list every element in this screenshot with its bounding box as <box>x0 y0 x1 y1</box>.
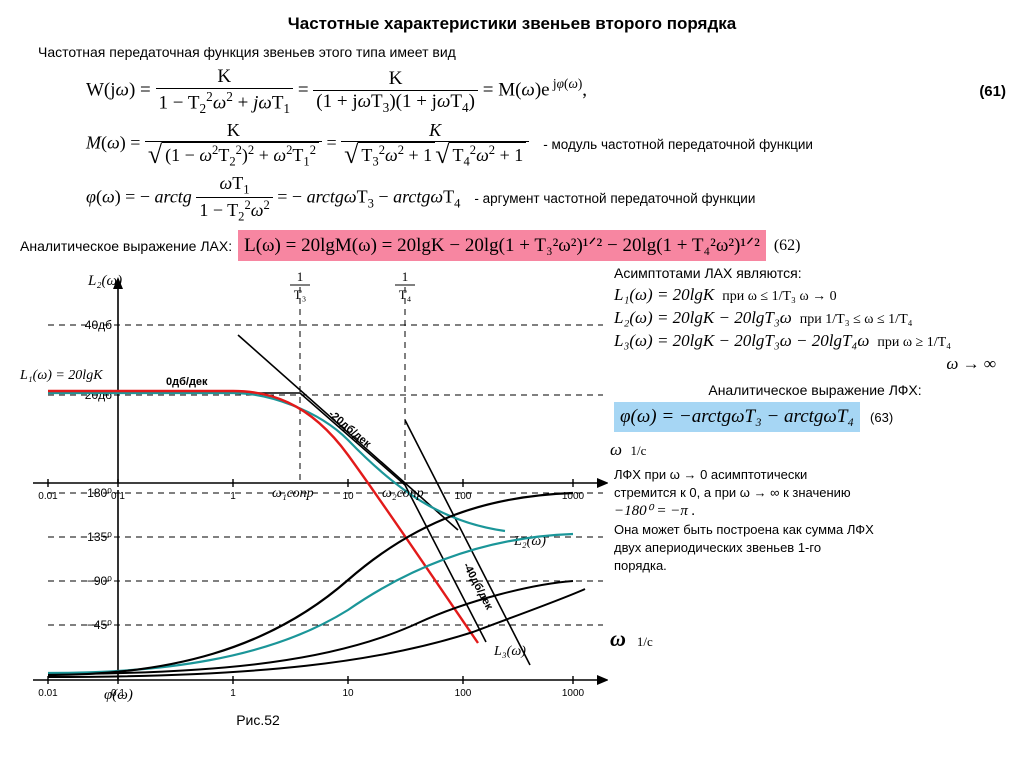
svg-text:10: 10 <box>342 491 354 502</box>
svg-text:10: 10 <box>342 688 354 699</box>
upper-omega-unit: ω 1/c <box>610 440 1016 460</box>
lower-omega-unit: ω 1/c <box>610 626 1016 652</box>
svg-text:0дб/дек: 0дб/дек <box>166 376 208 388</box>
argument-desc: - аргумент частотной передаточной функци… <box>474 191 755 206</box>
asym-L1: L₁(ω) = 20lgKпри ω ≤ 1/T₃ ω → 0 <box>614 285 1016 305</box>
lax-label: Аналитическое выражение ЛАХ: <box>20 238 232 254</box>
asym-L3-limit: ω → ∞ <box>614 354 1016 374</box>
subtitle: Частотная передаточная функция звеньев э… <box>38 44 1016 60</box>
svg-text:1000: 1000 <box>562 688 585 699</box>
svg-text:ω₂сопр: ω₂сопр <box>382 486 424 501</box>
lfx-row: φ(ω) = −arctgωT₃ − arctgωT₄ (63) <box>614 402 1016 432</box>
svg-text:L₂(ω): L₂(ω) <box>87 273 122 289</box>
svg-text:ω₁сопр: ω₁сопр <box>272 486 314 501</box>
svg-text:−180⁰: −180⁰ <box>80 486 112 500</box>
lfx-equation: φ(ω) = −arctgωT₃ − arctgωT₄ <box>614 402 860 432</box>
svg-text:0.01: 0.01 <box>38 688 58 699</box>
eq-number-62: (62) <box>774 237 801 255</box>
svg-text:40дб: 40дб <box>85 318 112 332</box>
page-title: Частотные характеристики звеньев второго… <box>8 14 1016 34</box>
modulus-desc: - модуль частотной передаточной функции <box>543 137 813 152</box>
svg-text:T₃: T₃ <box>294 287 306 302</box>
svg-text:−135⁰: −135⁰ <box>80 530 112 544</box>
eq-number-63: (63) <box>870 410 893 425</box>
svg-text:1: 1 <box>230 688 236 699</box>
svg-text:φ(ω): φ(ω) <box>104 687 133 703</box>
svg-text:−45⁰: −45⁰ <box>87 618 112 632</box>
svg-text:1: 1 <box>297 269 304 284</box>
asym-L2: L₂(ω) = 20lgK − 20lgT₃ωпри 1/T₃ ≤ ω ≤ 1/… <box>614 308 1016 328</box>
svg-text:L₁(ω) = 20lgK: L₁(ω) = 20lgK <box>19 368 103 383</box>
asym-L3: L₃(ω) = 20lgK − 20lgT₃ω − 20lgT₄ωпри ω ≥… <box>614 331 1016 351</box>
svg-text:1: 1 <box>230 491 236 502</box>
svg-text:-20дб/дек: -20дб/дек <box>326 408 373 451</box>
svg-text:100: 100 <box>455 491 472 502</box>
svg-text:0.01: 0.01 <box>38 491 58 502</box>
equation-61: W(jω) = K1 − T22ω2 + jωT1 = K(1 + jωT3)(… <box>8 66 1016 116</box>
svg-text:100: 100 <box>455 688 472 699</box>
svg-text:L₃(ω): L₃(ω) <box>493 644 526 659</box>
equation-modulus: M(ω) = K √(1 − ω2T22)2 + ω2T12 = K √T32ω… <box>8 120 1016 169</box>
lax-equation: L(ω) = 20lgM(ω) = 20lgK − 20lg(1 + T₃²ω²… <box>238 230 766 261</box>
svg-text:−90⁰: −90⁰ <box>87 574 112 588</box>
svg-text:1: 1 <box>402 269 409 284</box>
lax-row: Аналитическое выражение ЛАХ: L(ω) = 20lg… <box>8 230 1016 261</box>
lfx-label: Аналитическое выражение ЛФХ: <box>614 382 1016 398</box>
figure-caption: Рис.52 <box>0 712 608 728</box>
eq-number-61: (61) <box>979 83 1006 100</box>
svg-text:T₄: T₄ <box>399 287 412 302</box>
asymptotes-title: Асимптотами ЛАХ являются: <box>614 265 1016 281</box>
bode-chart: 1 T₃ 1 T₄ L₂(ω) 40дб 20дб L₁(ω) = 20lgK … <box>8 265 608 728</box>
equation-argument: φ(ω) = − arctg ωT11 − T22ω2 = − arctgωT3… <box>8 173 1016 224</box>
lfx-note: ЛФХ при ω → 0 асимптотически стремится к… <box>614 466 1016 574</box>
